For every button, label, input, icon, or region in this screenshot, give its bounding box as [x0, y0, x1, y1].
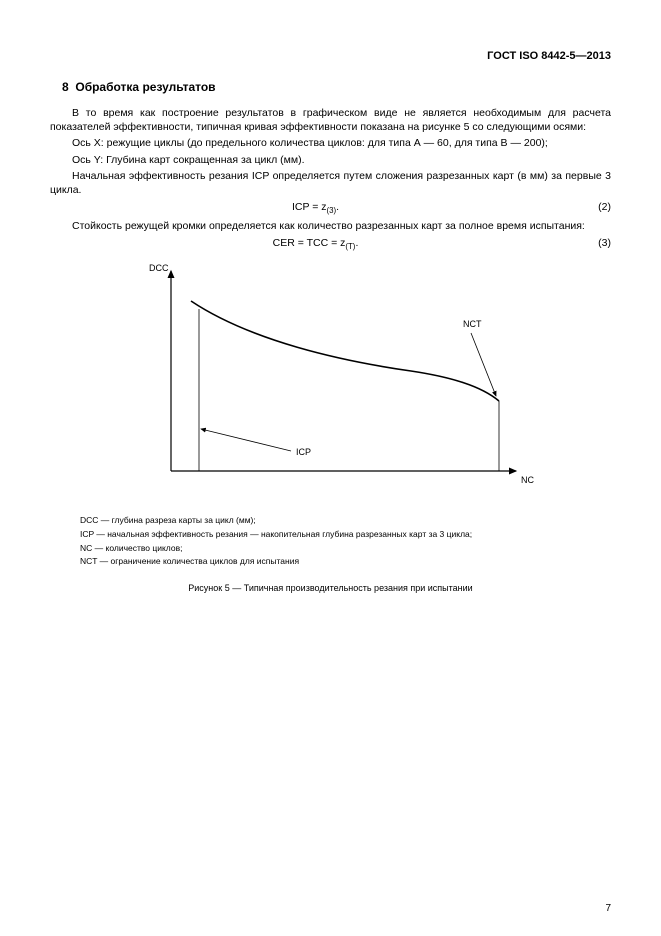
- paragraph-icp: Начальная эффективность резания ICP опре…: [50, 169, 611, 197]
- axis-y-line: Ось Y: Глубина карт сокращенная за цикл …: [50, 153, 611, 167]
- formula-2-tail: .: [355, 237, 358, 249]
- formula-1-sub: (3): [327, 206, 337, 215]
- formula-2: CER = TCC = z(Т). (3): [50, 237, 611, 251]
- svg-text:NC: NC: [521, 475, 534, 485]
- section-heading: 8 Обработка результатов: [50, 80, 611, 94]
- svg-text:NCT: NCT: [463, 319, 482, 329]
- formula-1-main: ICP = z: [292, 201, 327, 213]
- legend-dcc: DCC — глубина разреза карты за цикл (мм)…: [80, 514, 611, 528]
- formula-1-number: (2): [581, 201, 611, 213]
- document-id: ГОСТ ISO 8442-5—2013: [50, 50, 611, 62]
- section-title: Обработка результатов: [75, 80, 215, 94]
- legend-icp: ICP — начальная эффективность резания — …: [80, 528, 611, 542]
- paragraph-intro: В то время как построение результатов в …: [50, 106, 611, 134]
- formula-1: ICP = z(3). (2): [50, 201, 611, 215]
- formula-2-main: CER = TCC = z: [273, 237, 346, 249]
- formula-1-text: ICP = z(3).: [50, 201, 581, 215]
- formula-2-sub: (Т): [345, 242, 355, 251]
- formula-1-tail: .: [336, 201, 339, 213]
- page-number: 7: [605, 903, 611, 914]
- chart-container: DCC NC ICP NCT: [121, 261, 541, 506]
- formula-2-number: (3): [581, 237, 611, 249]
- figure-caption: Рисунок 5 — Типичная производительность …: [50, 583, 611, 593]
- axis-x-line: Ось X: режущие циклы (до предельного кол…: [50, 136, 611, 150]
- formula-2-text: CER = TCC = z(Т).: [50, 237, 581, 251]
- page: ГОСТ ISO 8442-5—2013 8 Обработка результ…: [0, 0, 661, 936]
- chart-legend: DCC — глубина разреза карты за цикл (мм)…: [50, 514, 611, 568]
- legend-nct: NCT — ограничение количества циклов для …: [80, 555, 611, 569]
- svg-text:ICP: ICP: [296, 447, 311, 457]
- paragraph-cer: Стойкость режущей кромки определяется ка…: [50, 219, 611, 233]
- svg-text:DCC: DCC: [149, 263, 169, 273]
- section-number: 8: [62, 80, 69, 94]
- performance-chart: DCC NC ICP NCT: [121, 261, 541, 501]
- legend-nc: NC — количество циклов;: [80, 542, 611, 556]
